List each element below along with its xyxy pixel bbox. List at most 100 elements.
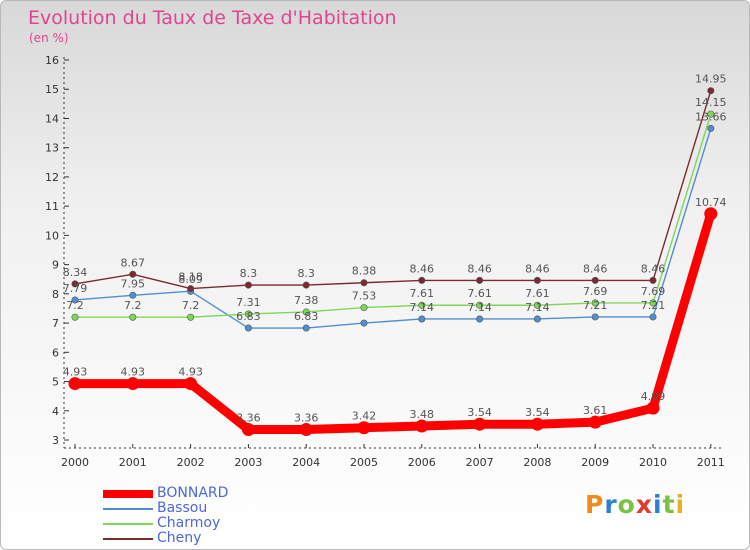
x-tick-label: 2011 xyxy=(697,456,725,469)
data-point-cheny xyxy=(360,279,368,287)
data-label-charmoy: 7.53 xyxy=(352,290,377,303)
data-point-charmoy xyxy=(707,110,715,118)
data-label-cheny: 8.46 xyxy=(583,262,608,275)
data-label-cheny: 14.95 xyxy=(695,73,727,86)
data-label-charmoy: 14.15 xyxy=(695,96,727,109)
data-point-bonnard xyxy=(357,421,371,435)
x-tick-label: 2009 xyxy=(581,456,609,469)
data-point-bassou xyxy=(591,313,599,321)
data-point-bassou xyxy=(302,324,310,332)
x-tick-label: 2000 xyxy=(61,456,89,469)
data-label-bassou: 7.95 xyxy=(121,277,146,290)
proxiti-logo[interactable]: Proxiti xyxy=(585,490,686,519)
data-point-charmoy xyxy=(476,301,484,309)
legend-label: Charmoy xyxy=(157,515,221,531)
x-tick-label: 2010 xyxy=(639,456,667,469)
x-tick-label: 2008 xyxy=(523,456,551,469)
data-label-bassou: 6.83 xyxy=(294,310,319,323)
data-label-bonnard: 10.74 xyxy=(695,196,727,209)
data-point-bonnard xyxy=(415,419,429,433)
data-label-cheny: 8.46 xyxy=(467,262,492,275)
data-point-bonnard xyxy=(588,415,602,429)
data-label-bonnard: 3.54 xyxy=(467,406,492,419)
y-tick-label: 11 xyxy=(45,200,59,213)
legend-swatch xyxy=(103,508,153,510)
y-tick-label: 5 xyxy=(52,376,59,389)
data-label-charmoy: 7.2 xyxy=(182,299,200,312)
chart-title: Evolution du Taux de Taxe d'Habitation xyxy=(28,7,397,29)
data-label-charmoy: 7.69 xyxy=(583,285,608,298)
legend-swatch xyxy=(103,538,153,540)
data-label-charmoy: 7.2 xyxy=(66,299,84,312)
data-point-cheny xyxy=(533,276,541,284)
data-point-cheny xyxy=(418,276,426,284)
data-point-bassou xyxy=(71,296,79,304)
data-label-bonnard: 3.54 xyxy=(525,406,550,419)
x-tick-label: 2001 xyxy=(119,456,147,469)
data-point-bassou xyxy=(707,124,715,132)
data-label-bonnard: 3.42 xyxy=(352,410,377,423)
data-point-cheny xyxy=(187,285,195,293)
data-label-bonnard: 3.36 xyxy=(294,411,319,424)
legend-label: BONNARD xyxy=(157,485,229,501)
y-tick-label: 7 xyxy=(52,317,59,330)
data-point-charmoy xyxy=(302,308,310,316)
data-label-bassou: 7.21 xyxy=(641,299,666,312)
data-label-bassou: 8.09 xyxy=(178,273,203,286)
data-label-cheny: 8.3 xyxy=(240,267,258,280)
data-point-cheny xyxy=(71,280,79,288)
data-point-bassou xyxy=(360,319,368,327)
data-point-bonnard xyxy=(530,417,544,431)
y-tick-label: 10 xyxy=(45,229,59,242)
x-tick-label: 2004 xyxy=(292,456,320,469)
data-label-charmoy: 7.61 xyxy=(410,287,435,300)
data-point-charmoy xyxy=(187,313,195,321)
data-point-bassou xyxy=(533,315,541,323)
x-tick-label: 2006 xyxy=(408,456,436,469)
data-label-bassou: 13.66 xyxy=(695,110,727,123)
data-point-charmoy xyxy=(649,299,657,307)
data-label-bonnard: 3.48 xyxy=(410,408,435,421)
data-point-cheny xyxy=(649,276,657,284)
data-label-charmoy: 7.61 xyxy=(525,287,550,300)
data-point-charmoy xyxy=(591,299,599,307)
series-line-cheny xyxy=(74,89,712,290)
data-label-bonnard: 4.93 xyxy=(178,366,203,379)
data-point-charmoy xyxy=(71,313,79,321)
data-label-cheny: 8.34 xyxy=(63,266,88,279)
data-label-bassou: 7.14 xyxy=(467,301,492,314)
y-tick-label: 4 xyxy=(52,405,59,418)
series-line-bonnard xyxy=(70,209,716,434)
data-point-bassou xyxy=(244,324,252,332)
data-label-bonnard: 4.09 xyxy=(641,390,666,403)
data-point-bonnard xyxy=(68,377,82,391)
data-point-bonnard xyxy=(299,422,313,436)
y-tick-label: 12 xyxy=(45,171,59,184)
data-label-charmoy: 7.61 xyxy=(467,287,492,300)
data-point-charmoy xyxy=(418,301,426,309)
data-label-bassou: 7.21 xyxy=(583,299,608,312)
data-label-cheny: 8.67 xyxy=(121,256,146,269)
data-label-bonnard: 4.93 xyxy=(121,366,146,379)
data-point-bonnard xyxy=(473,417,487,431)
y-tick-label: 8 xyxy=(52,288,59,301)
data-point-cheny xyxy=(129,270,137,278)
data-label-charmoy: 7.31 xyxy=(236,296,261,309)
data-point-cheny xyxy=(302,281,310,289)
data-point-cheny xyxy=(476,276,484,284)
data-point-bonnard xyxy=(646,401,660,415)
data-point-bassou xyxy=(418,315,426,323)
x-tick-label: 2007 xyxy=(466,456,494,469)
data-point-bassou xyxy=(129,291,137,299)
data-label-cheny: 8.46 xyxy=(525,262,550,275)
data-label-cheny: 8.46 xyxy=(410,262,435,275)
data-label-bonnard: 3.36 xyxy=(236,411,261,424)
y-tick-label: 3 xyxy=(52,434,59,447)
data-label-charmoy: 7.38 xyxy=(294,294,319,307)
data-label-cheny: 8.46 xyxy=(641,262,666,275)
x-tick-label: 2005 xyxy=(350,456,378,469)
x-tick-label: 2002 xyxy=(177,456,205,469)
data-point-charmoy xyxy=(360,304,368,312)
